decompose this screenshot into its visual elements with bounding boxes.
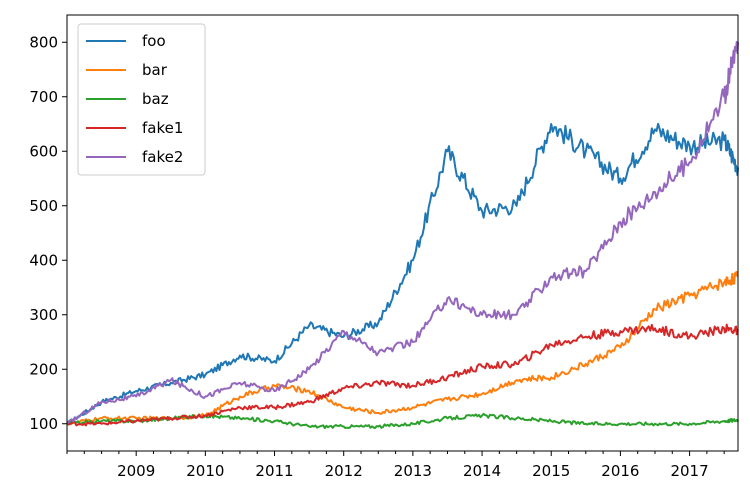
y-tick-label: 400 bbox=[29, 251, 58, 269]
x-tick-label: 2016 bbox=[601, 462, 639, 480]
x-tick-label: 2014 bbox=[463, 462, 501, 480]
y-tick-label: 500 bbox=[29, 197, 58, 215]
x-tick-label: 2011 bbox=[255, 462, 293, 480]
legend-label-fake1: fake1 bbox=[142, 119, 183, 137]
legend-box bbox=[77, 23, 206, 176]
y-tick-label: 600 bbox=[29, 142, 58, 160]
y-tick-label: 100 bbox=[29, 415, 58, 433]
legend-label-fake2: fake2 bbox=[142, 148, 183, 166]
x-tick-label: 2017 bbox=[670, 462, 708, 480]
y-tick-label: 700 bbox=[29, 88, 58, 106]
x-tick-label: 2010 bbox=[186, 462, 224, 480]
y-tick-label: 800 bbox=[29, 33, 58, 51]
series-lines bbox=[66, 41, 739, 430]
legend-label-baz: baz bbox=[142, 90, 169, 108]
legend-label-foo: foo bbox=[142, 32, 166, 50]
x-tick-label: 2015 bbox=[532, 462, 570, 480]
series-line-foo bbox=[66, 122, 739, 425]
y-tick-label: 300 bbox=[29, 306, 58, 324]
x-tick-label: 2012 bbox=[325, 462, 363, 480]
legend-label-bar: bar bbox=[142, 61, 168, 79]
x-tick-label: 2013 bbox=[394, 462, 432, 480]
series-line-fake1 bbox=[66, 323, 739, 427]
series-line-fake2 bbox=[66, 41, 739, 425]
axes: 100 200 300 400 500 600 700 800 2009 2010 2011 2012… bbox=[29, 14, 739, 480]
x-tick-label: 2009 bbox=[117, 462, 155, 480]
plot-frame bbox=[66, 14, 739, 452]
y-tick-label: 200 bbox=[29, 360, 58, 378]
legend: foo bar baz fake1 fake2 bbox=[77, 23, 206, 176]
